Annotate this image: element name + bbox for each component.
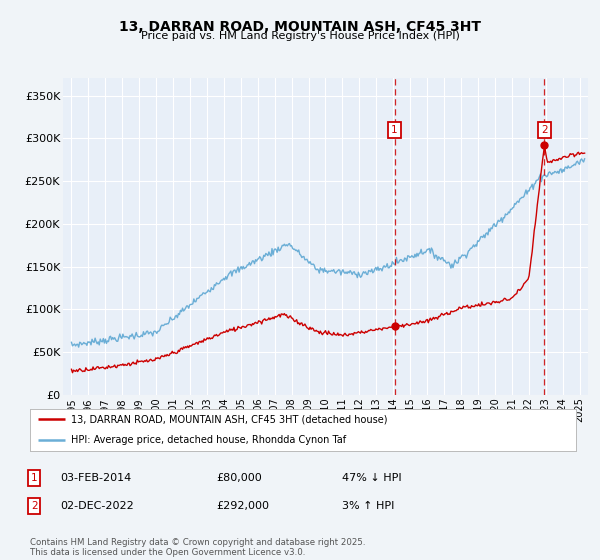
Text: 2: 2 <box>541 125 548 135</box>
Text: £80,000: £80,000 <box>216 473 262 483</box>
Text: 13, DARRAN ROAD, MOUNTAIN ASH, CF45 3HT: 13, DARRAN ROAD, MOUNTAIN ASH, CF45 3HT <box>119 20 481 34</box>
Text: £292,000: £292,000 <box>216 501 269 511</box>
Text: 1: 1 <box>31 473 38 483</box>
Text: 1: 1 <box>391 125 398 135</box>
Text: 47% ↓ HPI: 47% ↓ HPI <box>342 473 401 483</box>
Text: 03-FEB-2014: 03-FEB-2014 <box>60 473 131 483</box>
Text: 13, DARRAN ROAD, MOUNTAIN ASH, CF45 3HT (detached house): 13, DARRAN ROAD, MOUNTAIN ASH, CF45 3HT … <box>71 414 388 424</box>
Text: 3% ↑ HPI: 3% ↑ HPI <box>342 501 394 511</box>
Text: HPI: Average price, detached house, Rhondda Cynon Taf: HPI: Average price, detached house, Rhon… <box>71 435 346 445</box>
Text: 02-DEC-2022: 02-DEC-2022 <box>60 501 134 511</box>
Text: Contains HM Land Registry data © Crown copyright and database right 2025.
This d: Contains HM Land Registry data © Crown c… <box>30 538 365 557</box>
Text: Price paid vs. HM Land Registry's House Price Index (HPI): Price paid vs. HM Land Registry's House … <box>140 31 460 41</box>
Text: 2: 2 <box>31 501 38 511</box>
